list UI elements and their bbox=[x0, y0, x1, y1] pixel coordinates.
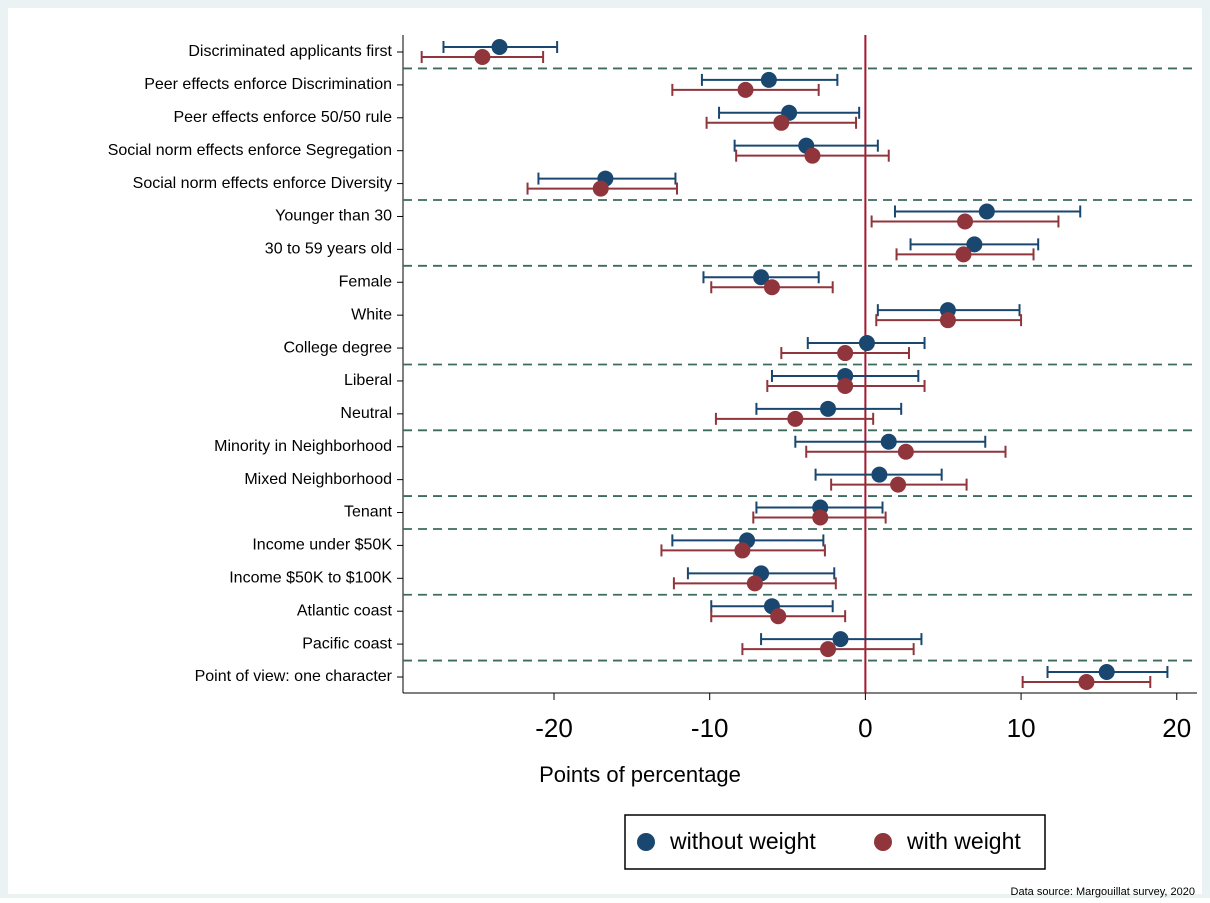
point bbox=[966, 236, 983, 253]
y-tick-label: Discriminated applicants first bbox=[188, 43, 392, 60]
legend-marker bbox=[637, 833, 655, 851]
point bbox=[871, 466, 888, 483]
y-tick-label: Minority in Neighborhood bbox=[214, 438, 392, 455]
point bbox=[491, 39, 508, 55]
y-tick-label: Point of view: one character bbox=[195, 668, 393, 685]
y-tick-label: White bbox=[351, 306, 392, 323]
point bbox=[890, 476, 907, 493]
point bbox=[897, 443, 914, 460]
y-tick-label: 30 to 59 years old bbox=[265, 241, 392, 258]
point bbox=[812, 509, 829, 526]
y-tick-label: Peer effects enforce Discrimination bbox=[144, 76, 392, 93]
point bbox=[880, 433, 897, 450]
x-tick-label: 20 bbox=[1162, 713, 1191, 743]
point bbox=[837, 345, 854, 362]
point bbox=[820, 400, 837, 417]
point bbox=[858, 335, 875, 352]
y-tick-label: Pacific coast bbox=[302, 635, 392, 652]
legend: without weight with weight bbox=[624, 814, 1046, 870]
legend-label: with weight bbox=[906, 828, 1021, 854]
y-tick-label: Atlantic coast bbox=[297, 602, 393, 619]
point bbox=[592, 180, 609, 197]
y-tick-label: College degree bbox=[283, 339, 392, 356]
point bbox=[1078, 674, 1095, 690]
point bbox=[978, 203, 995, 220]
y-tick-label: Income under $50K bbox=[252, 537, 392, 554]
point bbox=[770, 608, 787, 625]
point bbox=[763, 279, 780, 296]
point bbox=[820, 641, 837, 658]
point bbox=[760, 71, 777, 88]
point bbox=[753, 269, 770, 286]
x-tick-label: -10 bbox=[691, 713, 729, 743]
y-tick-label: Social norm effects enforce Diversity bbox=[133, 175, 392, 192]
x-tick-label: -20 bbox=[535, 713, 573, 743]
y-tick-label: Income $50K to $100K bbox=[229, 570, 392, 587]
y-tick-label: Mixed Neighborhood bbox=[244, 471, 392, 488]
y-tick-label: Social norm effects enforce Segregation bbox=[108, 142, 392, 159]
y-tick-label: Female bbox=[339, 273, 392, 290]
legend-label: without weight bbox=[669, 828, 816, 854]
point bbox=[957, 213, 974, 230]
point bbox=[837, 377, 854, 394]
point bbox=[746, 575, 763, 592]
y-tick-label: Younger than 30 bbox=[275, 208, 392, 225]
point bbox=[1098, 664, 1115, 680]
point bbox=[955, 246, 972, 263]
source-note: Data source: Margouillat survey, 2020 bbox=[1011, 886, 1195, 898]
x-tick-label: 0 bbox=[858, 713, 872, 743]
x-tick-label: 10 bbox=[1007, 713, 1036, 743]
point bbox=[939, 312, 956, 329]
x-axis-title: Points of percentage bbox=[539, 762, 741, 787]
point bbox=[734, 542, 751, 559]
y-tick-label: Peer effects enforce 50/50 rule bbox=[173, 109, 392, 126]
point bbox=[737, 81, 754, 98]
y-tick-label: Liberal bbox=[344, 372, 392, 389]
point bbox=[474, 49, 491, 65]
y-tick-label: Tenant bbox=[344, 504, 393, 521]
point bbox=[832, 631, 849, 648]
legend-box bbox=[624, 814, 1046, 870]
y-tick-label: Neutral bbox=[340, 405, 392, 422]
point bbox=[773, 114, 790, 131]
legend-marker bbox=[874, 833, 892, 851]
point bbox=[787, 410, 804, 427]
point bbox=[804, 147, 821, 164]
